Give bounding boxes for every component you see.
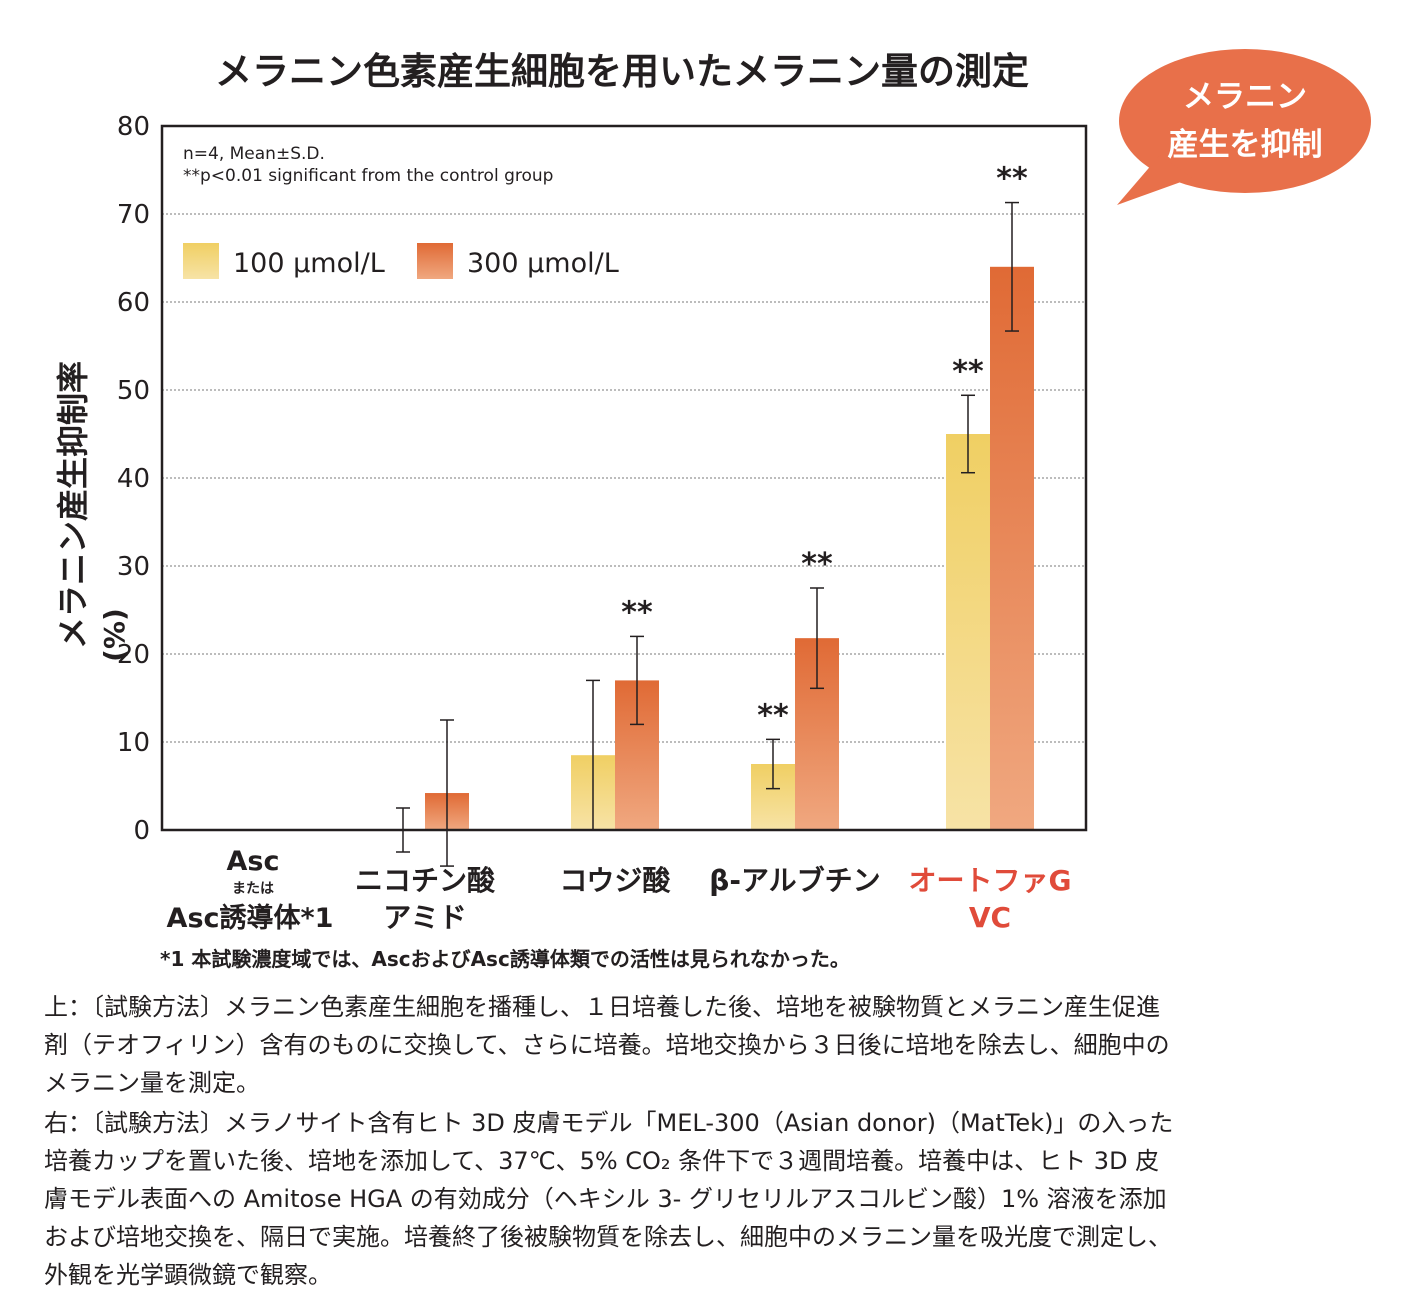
y-axis-unit: (%) — [98, 608, 131, 662]
error-bars — [396, 201, 1019, 867]
bars — [425, 266, 1034, 830]
note-significance: **p<0.01 significant from the control gr… — [183, 166, 553, 186]
y-tick-label: 40 — [117, 464, 150, 494]
category-label: または — [232, 881, 274, 897]
y-axis-label: メラニン産生抑制率 — [54, 361, 92, 649]
plot-frame — [160, 124, 1088, 832]
category-label: ニコチン酸 — [355, 864, 496, 897]
significance-mark: ** — [801, 547, 833, 582]
significance-mark: ** — [757, 698, 789, 733]
significance-marks: ** ** ** ** ** — [621, 162, 1028, 734]
legend-swatch-300 — [417, 243, 453, 279]
legend-label-100: 100 μmol/L — [233, 248, 385, 279]
category-label: Asc — [227, 846, 280, 877]
bar-100 — [946, 434, 990, 830]
y-tick-label: 10 — [117, 728, 150, 758]
y-tick-label: 80 — [117, 112, 150, 142]
category-label: コウジ酸 — [560, 864, 672, 897]
note-n: n=4, Mean±S.D. — [183, 144, 325, 164]
speech-bubble — [1117, 49, 1371, 205]
method-paragraph-right: 右：〔試験方法〕メラノサイト含有ヒト 3D 皮膚モデル「MEL-300（Asia… — [44, 1109, 1174, 1289]
legend-label-300: 300 μmol/L — [467, 248, 619, 279]
legend: 100 μmol/L 300 μmol/L — [183, 243, 619, 279]
chart-title: メラニン色素産生細胞を用いたメラニン量の測定 — [215, 50, 1029, 93]
chart: メラニン色素産生細胞を用いたメラニン量の測定 0 10 20 30 40 50 60 70 80… — [54, 49, 1371, 971]
y-tick-label: 20 — [117, 640, 150, 670]
category-label: Asc誘導体*1 — [167, 902, 334, 934]
significance-mark: ** — [952, 354, 984, 389]
significance-mark: ** — [996, 162, 1028, 197]
badge-text: メラニン 産生を抑制 — [1120, 73, 1370, 169]
speech-bubble-tail — [1117, 155, 1192, 205]
category-label: VC — [969, 901, 1011, 934]
category-label: β-アルブチン — [709, 864, 880, 897]
badge-line-1: メラニン — [1183, 79, 1307, 115]
y-tick-label: 70 — [117, 200, 150, 230]
y-tick-label: 50 — [117, 376, 150, 406]
method-paragraph-top: 上：〔試験方法〕メラニン色素産生細胞を播種し、１日培養した後、培地を被験物質とメ… — [44, 993, 1170, 1097]
badge-line-2: 産生を抑制 — [1167, 127, 1323, 163]
category-label: アミド — [383, 901, 466, 934]
y-tick-label: 60 — [117, 288, 150, 318]
y-tick-label: 0 — [133, 816, 150, 846]
category-label: オートファG — [909, 864, 1072, 897]
bar-300 — [990, 266, 1034, 830]
legend-swatch-100 — [183, 243, 219, 279]
y-axis-ticks: 0 10 20 30 40 50 60 70 80 — [117, 112, 150, 846]
speech-bubble-body — [1119, 49, 1371, 193]
significance-mark: ** — [621, 595, 653, 630]
y-tick-label: 30 — [117, 552, 150, 582]
footnote: *1 本試験濃度域では、AscおよびAsc誘導体類での活性は見られなかった。 — [160, 947, 850, 971]
